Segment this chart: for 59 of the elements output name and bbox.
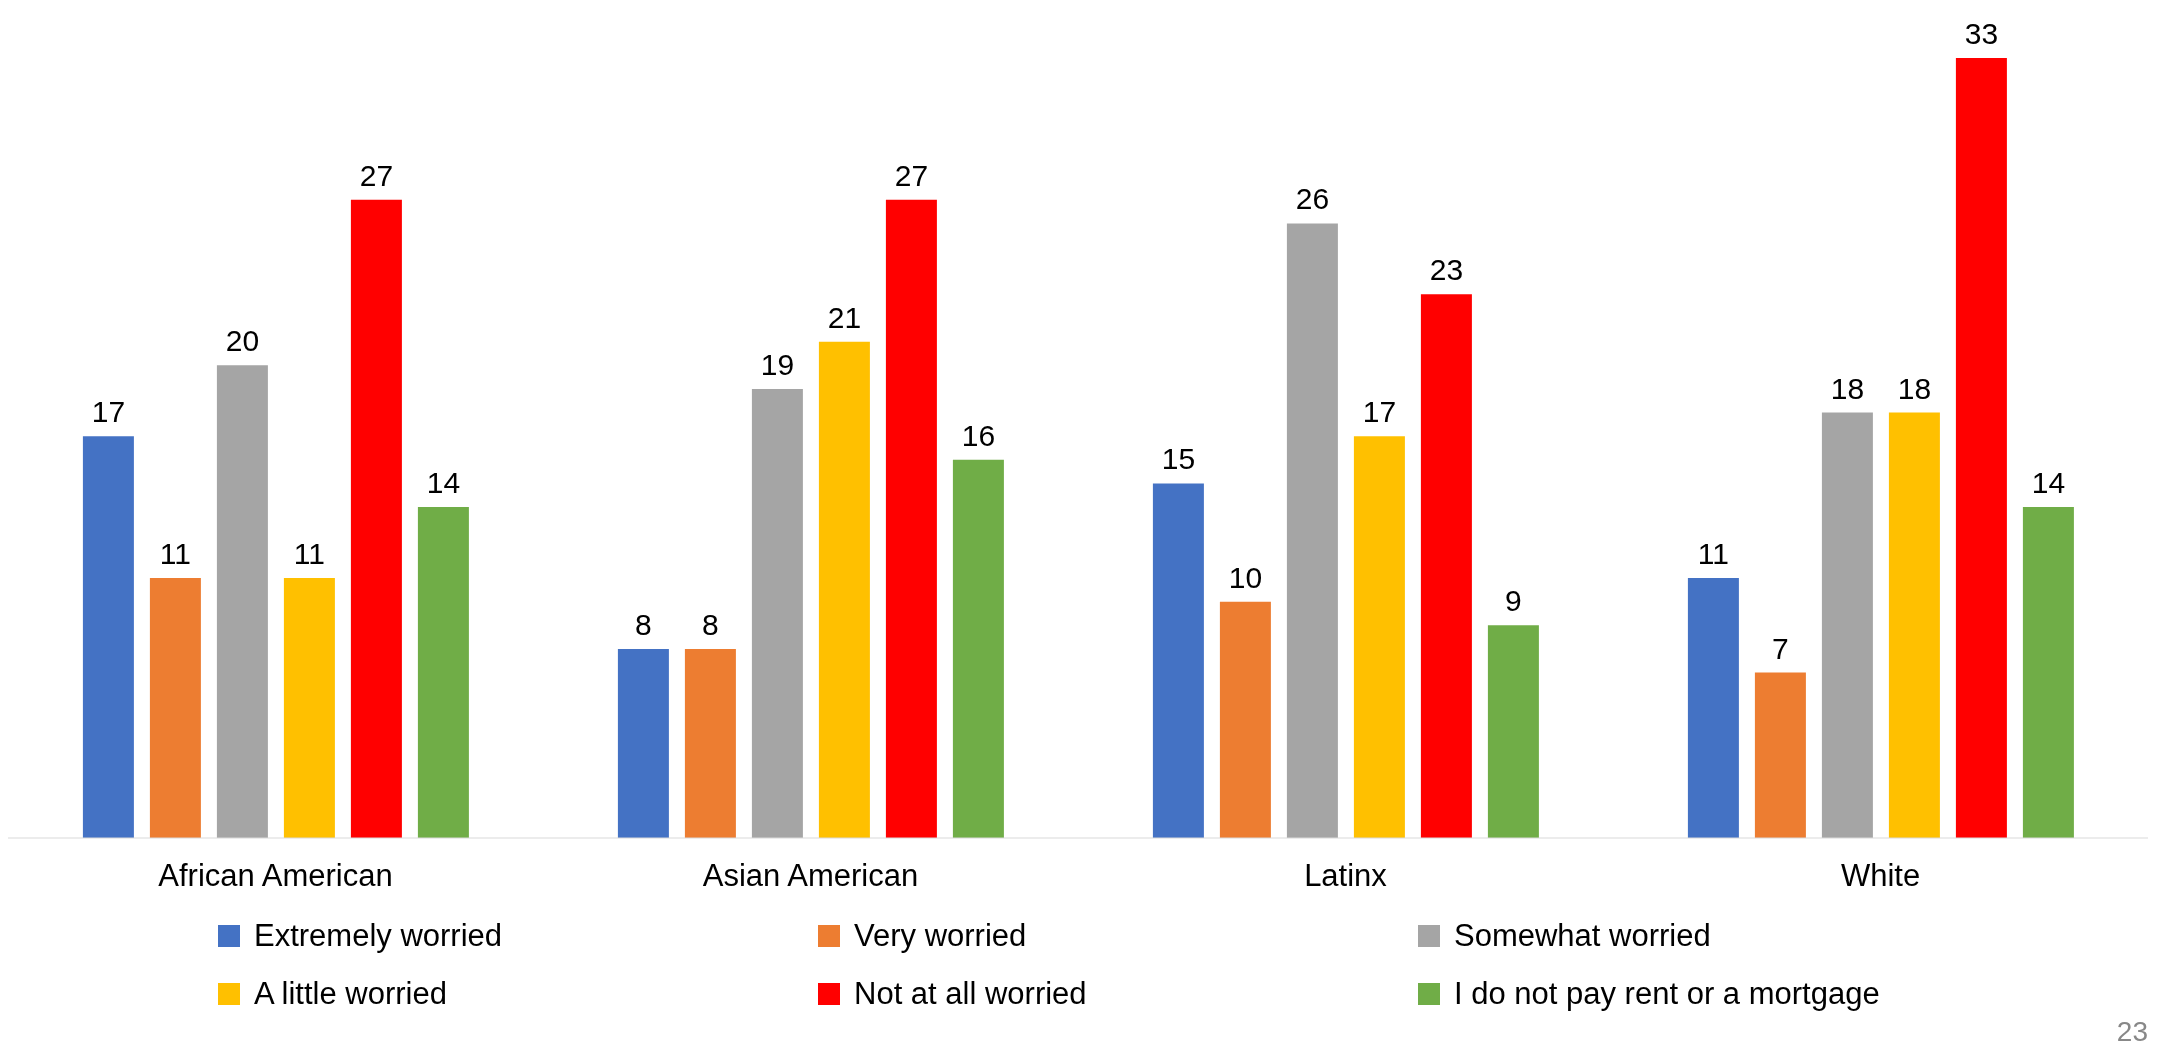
legend-label: Very worried	[854, 918, 1027, 954]
data-label: 27	[359, 158, 394, 192]
data-label: 11	[1697, 537, 1729, 570]
bar	[417, 507, 469, 838]
data-label: 11	[159, 537, 191, 570]
x-tick-label: Latinx	[1304, 858, 1388, 894]
bar	[2022, 507, 2074, 838]
data-label: 27	[894, 158, 929, 192]
bar	[82, 436, 134, 838]
data-label: 26	[1295, 182, 1330, 216]
data-label: 15	[1161, 442, 1196, 476]
bar	[617, 648, 669, 838]
data-label: 7	[1772, 631, 1789, 665]
data-label: 17	[1362, 395, 1397, 429]
bar	[1152, 483, 1204, 838]
data-label: 19	[760, 347, 795, 381]
text: 23	[2116, 1016, 2148, 1048]
legend-label: Not at all worried	[854, 976, 1087, 1012]
bar	[1754, 672, 1806, 838]
data-label: 33	[1964, 17, 1999, 50]
bar	[1420, 294, 1472, 838]
data-label: 9	[1505, 584, 1522, 618]
bar	[1487, 625, 1539, 838]
bar	[1888, 412, 1940, 838]
data-label: 23	[1429, 253, 1464, 287]
data-label: 16	[961, 418, 996, 452]
data-label: 20	[225, 324, 260, 358]
bar	[1286, 223, 1338, 838]
bar	[1821, 412, 1873, 838]
bar	[684, 648, 736, 838]
data-label: 14	[426, 466, 461, 500]
bar	[1353, 436, 1405, 838]
bar	[216, 365, 268, 838]
legend-label: Extremely worried	[254, 918, 503, 954]
x-tick-label: Asian American	[702, 858, 919, 894]
legend-label: I do not pay rent or a mortgage	[1454, 976, 1880, 1012]
bar	[751, 388, 803, 838]
data-label: 17	[91, 395, 126, 429]
bar	[283, 578, 335, 838]
bar	[885, 199, 937, 838]
bar	[818, 341, 870, 838]
data-label: 14	[2031, 466, 2066, 500]
bar	[1955, 58, 2007, 838]
bar	[1687, 578, 1739, 838]
data-label: 10	[1228, 560, 1263, 594]
x-tick-label: African American	[158, 858, 393, 894]
data-label: 18	[1897, 371, 1932, 405]
bar	[149, 578, 201, 838]
data-label: 8	[635, 607, 652, 641]
bar	[350, 199, 402, 838]
x-tick-label: White	[1840, 858, 1921, 894]
data-label: 18	[1830, 371, 1865, 405]
data-label: 11	[293, 537, 325, 570]
bar	[1219, 601, 1271, 838]
data-label: 21	[827, 300, 862, 334]
legend-label: A little worried	[254, 976, 447, 1012]
legend-label: Somewhat worried	[1454, 918, 1711, 954]
data-label: 8	[702, 607, 719, 641]
bar	[952, 459, 1004, 838]
